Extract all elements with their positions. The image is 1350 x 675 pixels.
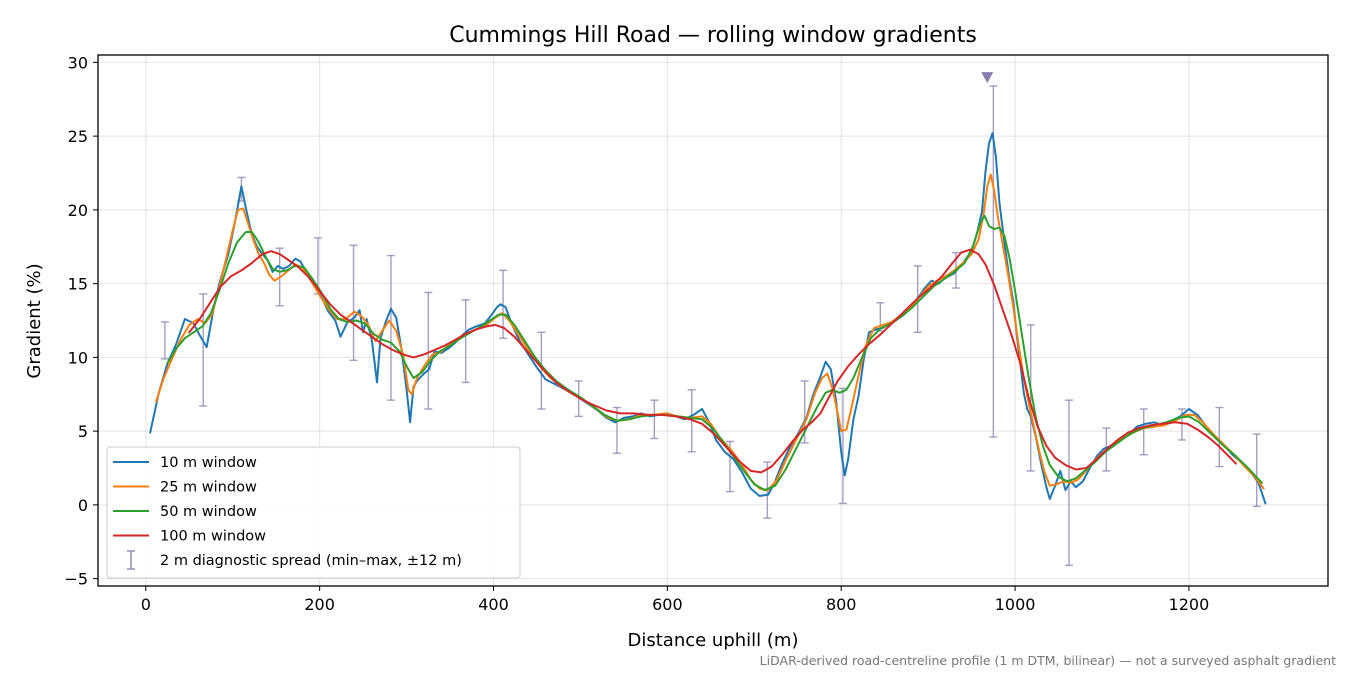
error-bar [650,399,659,440]
series-line-4 [188,248,1237,474]
error-bar [1139,408,1148,456]
y-tick-label: 10 [68,348,88,367]
legend-label: 50 m window [160,504,257,520]
x-tick-label: 1000 [995,595,1036,614]
y-axis-label: Gradient (%) [24,263,45,378]
peak-marker [981,72,994,84]
error-bar [1026,324,1035,472]
y-tick-label: 30 [68,53,88,72]
x-tick-label: 0 [141,595,151,614]
legend-box [106,446,521,579]
legend-label: 25 m window [160,480,257,496]
chart-title: Cummings Hill Road — rolling window grad… [449,23,977,48]
error-bar [349,244,358,362]
error-bar [537,331,546,410]
axis-ticks: 0 200 400 600 800 1000 1200 −5 0 5 10 15 20 25 30 [64,53,1209,614]
legend: 10 m window 25 m window 50 m window 100 m w… [106,446,521,579]
series-line-2 [155,173,1265,492]
x-axis-label: Distance uphill (m) [628,630,799,651]
legend-label: 2 m diagnostic spread (min–max, ±12 m) [160,553,462,569]
legend-errorbar-swatch [127,550,135,570]
error-bar [424,291,433,410]
y-tick-label: 0 [78,496,88,515]
x-tick-label: 800 [826,595,857,614]
y-tick-label: −5 [64,570,88,589]
error-bar [1215,406,1224,468]
peak-marker-triangle [981,72,994,84]
error-bar [386,254,395,401]
legend-label: 100 m window [160,529,266,545]
error-bar [160,321,169,360]
footnote: LiDAR-derived road-centreline profile (1… [760,653,1336,668]
grid [98,55,1328,586]
y-tick-label: 25 [68,127,88,146]
y-tick-label: 5 [78,422,88,441]
series-line-1 [149,132,1267,505]
series-line-3 [166,214,1263,492]
legend-label: 10 m window [160,455,257,471]
plot-frame [97,54,1329,587]
error-bar [838,387,847,505]
error-bar [1252,433,1261,508]
x-tick-label: 200 [304,595,335,614]
series-lines [149,132,1267,505]
error-bar [461,299,470,384]
x-tick-label: 1200 [1169,595,1210,614]
error-bar [612,406,621,454]
y-tick-label: 15 [68,275,88,294]
x-tick-label: 600 [652,595,683,614]
x-tick-label: 400 [478,595,509,614]
y-tick-label: 20 [68,201,88,220]
